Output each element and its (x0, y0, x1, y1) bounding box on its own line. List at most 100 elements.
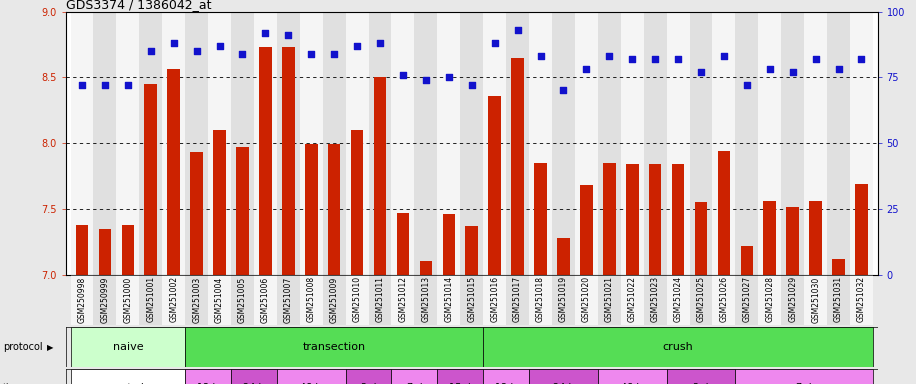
Point (602, 53, 616, 59)
Bar (99, 228, 111, 275)
Text: GDS3374 / 1386042_at: GDS3374 / 1386042_at (66, 0, 212, 12)
Bar (603, 163, 616, 275)
Point (327, 51, 342, 57)
Bar (71, 369, 185, 384)
Bar (93, 12, 116, 275)
Text: GSM251010: GSM251010 (353, 276, 362, 323)
Point (75, 82, 90, 88)
Bar (368, 12, 391, 275)
Text: GSM250998: GSM250998 (78, 276, 86, 323)
Text: control: control (111, 383, 145, 384)
Text: GSM251003: GSM251003 (192, 276, 202, 323)
Point (854, 56, 868, 62)
Bar (804, 12, 827, 275)
Bar (598, 275, 621, 325)
Bar (833, 259, 845, 275)
Bar (437, 275, 460, 325)
Text: transection: transection (302, 342, 365, 353)
Text: GSM251014: GSM251014 (444, 276, 453, 323)
Bar (139, 275, 162, 325)
Text: GSM251002: GSM251002 (169, 276, 179, 323)
Bar (507, 275, 529, 325)
Text: GSM251005: GSM251005 (238, 276, 247, 323)
Bar (507, 12, 529, 275)
Bar (484, 327, 873, 367)
Bar (850, 275, 873, 325)
Text: protocol: protocol (3, 342, 42, 353)
Text: 24 h: 24 h (552, 383, 574, 384)
Bar (736, 275, 758, 325)
Point (671, 56, 685, 62)
Text: 15 d: 15 d (450, 383, 471, 384)
Bar (374, 77, 387, 275)
Bar (598, 12, 621, 275)
Bar (850, 12, 873, 275)
Bar (231, 275, 254, 325)
Point (648, 56, 662, 62)
Text: ▶: ▶ (47, 383, 53, 384)
Bar (856, 184, 867, 275)
Text: GSM251028: GSM251028 (765, 276, 774, 322)
Bar (300, 12, 322, 275)
Text: GSM251015: GSM251015 (467, 276, 476, 323)
Bar (282, 47, 295, 275)
Text: GSM251032: GSM251032 (857, 276, 866, 323)
Point (144, 48, 158, 54)
Bar (322, 275, 345, 325)
Text: GSM251008: GSM251008 (307, 276, 316, 323)
Point (419, 77, 433, 83)
Bar (116, 275, 139, 325)
Text: GSM251004: GSM251004 (215, 276, 224, 323)
Bar (442, 214, 455, 275)
Text: 3 d: 3 d (361, 383, 376, 384)
Text: GSM251025: GSM251025 (696, 276, 705, 323)
Point (464, 82, 479, 88)
Bar (781, 12, 804, 275)
Point (281, 32, 296, 38)
Bar (414, 12, 437, 275)
Point (693, 69, 708, 75)
Bar (322, 12, 345, 275)
Point (167, 40, 181, 46)
Text: GSM251024: GSM251024 (673, 276, 682, 323)
Point (396, 71, 410, 78)
Point (258, 30, 273, 36)
Bar (557, 238, 570, 275)
Bar (185, 12, 208, 275)
Text: GSM251020: GSM251020 (582, 276, 591, 323)
Bar (598, 369, 667, 384)
Bar (804, 275, 827, 325)
Point (373, 40, 387, 46)
Bar (621, 12, 644, 275)
Bar (231, 369, 277, 384)
Bar (162, 12, 185, 275)
Point (121, 82, 136, 88)
Bar (671, 164, 684, 275)
Text: 7 d: 7 d (796, 383, 812, 384)
Bar (145, 84, 157, 275)
Bar (667, 369, 736, 384)
Bar (71, 275, 93, 325)
Bar (717, 151, 730, 275)
Bar (305, 144, 318, 275)
Text: GSM251000: GSM251000 (124, 276, 132, 323)
Bar (736, 12, 758, 275)
Point (579, 66, 594, 73)
Bar (300, 275, 322, 325)
Bar (484, 369, 529, 384)
Bar (484, 12, 507, 275)
Bar (420, 262, 432, 275)
Bar (552, 12, 575, 275)
Point (510, 27, 525, 33)
Bar (690, 12, 713, 275)
Bar (460, 275, 484, 325)
Bar (414, 275, 437, 325)
Bar (758, 12, 781, 275)
Bar (93, 275, 116, 325)
Bar (827, 275, 850, 325)
Point (808, 56, 823, 62)
Text: GSM251013: GSM251013 (421, 276, 431, 323)
Bar (827, 12, 850, 275)
Point (213, 43, 227, 49)
Bar (736, 369, 873, 384)
